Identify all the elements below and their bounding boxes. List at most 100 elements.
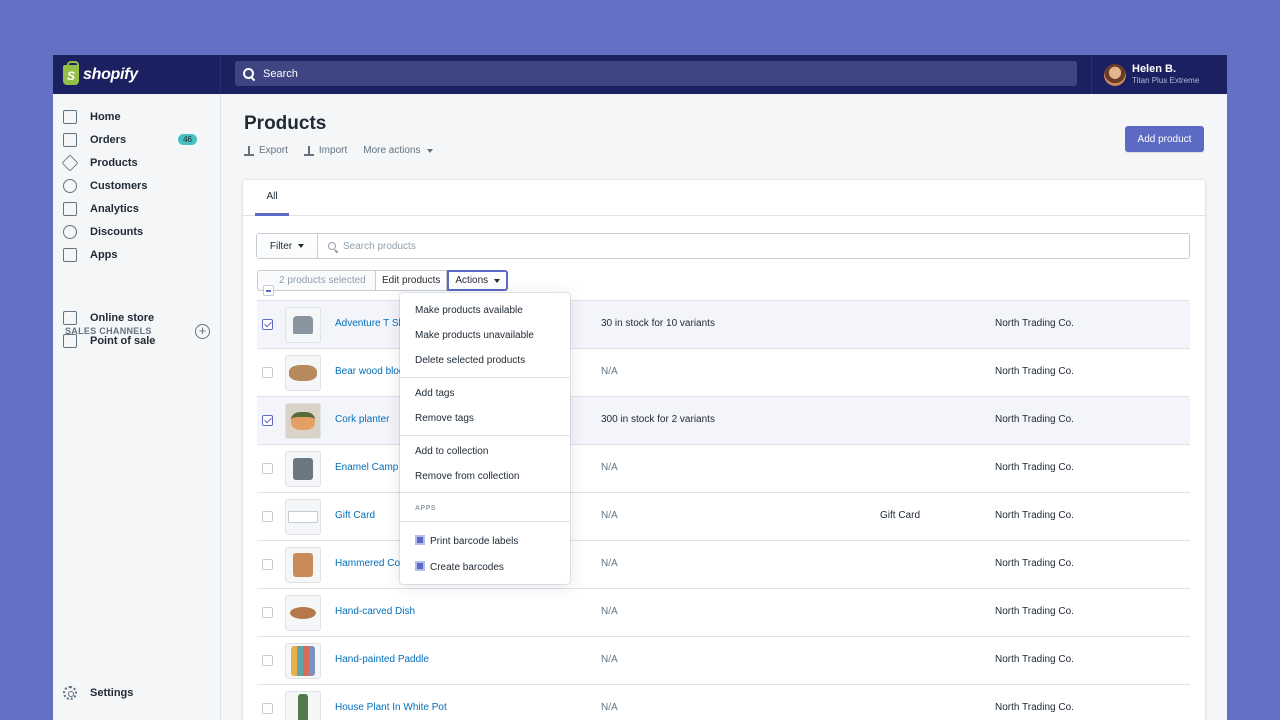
product-name-link[interactable]: Hand-painted Paddle: [335, 654, 429, 665]
menu-item-print-barcode[interactable]: Print barcode labels: [415, 535, 518, 547]
table-row[interactable]: Hammered Copper Mug N/A North Trading Co…: [257, 540, 1190, 588]
row-checkbox[interactable]: [262, 367, 273, 378]
product-inventory: N/A: [601, 366, 618, 377]
shopify-logo[interactable]: S shopify: [53, 55, 221, 94]
menu-divider: [400, 521, 570, 522]
product-name-link[interactable]: Enamel Camp Mug: [335, 462, 421, 473]
chevron-down-icon: [298, 244, 305, 248]
table-row[interactable]: Enamel Camp Mug N/A North Trading Co.: [257, 444, 1190, 492]
product-name-link[interactable]: Adventure T Shirt: [335, 318, 413, 329]
menu-item-delete-selected[interactable]: Delete selected products: [415, 355, 526, 366]
export-icon: [244, 145, 254, 156]
store-icon: [63, 311, 77, 325]
tab-bar: All: [243, 180, 1205, 216]
selected-count: 2 products selected: [257, 270, 375, 296]
product-vendor: North Trading Co.: [995, 702, 1074, 713]
sidebar-item-discounts[interactable]: Discounts: [63, 221, 211, 243]
apps-icon: [63, 248, 77, 262]
tag-icon: [61, 154, 79, 172]
person-icon: [63, 179, 77, 193]
filter-button[interactable]: Filter: [257, 234, 318, 258]
bar-chart-icon: [63, 202, 77, 216]
product-name-link[interactable]: Cork planter: [335, 414, 390, 425]
menu-item-add-tags[interactable]: Add tags: [415, 388, 455, 399]
app-window: S shopify Search Helen B. Titan Plus Ext…: [53, 55, 1227, 720]
row-checkbox[interactable]: [262, 319, 273, 330]
product-inventory: 300 in stock for 2 variants: [601, 414, 715, 425]
row-checkbox[interactable]: [262, 511, 273, 522]
orders-icon: [63, 133, 77, 147]
row-checkbox[interactable]: [262, 655, 273, 666]
search-products-input[interactable]: Search products: [318, 234, 1189, 258]
row-checkbox[interactable]: [262, 463, 273, 474]
import-icon: [303, 145, 314, 156]
table-row[interactable]: Gift Card N/A Gift Card North Trading Co…: [257, 492, 1190, 540]
row-checkbox[interactable]: [262, 703, 273, 714]
search-icon: [243, 67, 255, 80]
import-button[interactable]: Import: [303, 145, 347, 156]
product-inventory: 30 in stock for 10 variants: [601, 318, 715, 329]
add-sales-channel-plus-icon[interactable]: +: [195, 324, 210, 339]
product-inventory: N/A: [601, 510, 618, 521]
product-vendor: North Trading Co.: [995, 606, 1074, 617]
add-product-button[interactable]: Add product: [1125, 126, 1204, 152]
tab-all[interactable]: All: [255, 180, 289, 216]
barcode-app-icon: [415, 535, 425, 545]
menu-divider: [400, 377, 570, 378]
select-all-checkbox[interactable]: [263, 285, 274, 296]
gear-icon: [63, 686, 77, 700]
product-thumbnail: [285, 403, 321, 439]
menu-item-make-available[interactable]: Make products available: [415, 305, 523, 316]
more-actions-button[interactable]: More actions: [363, 145, 433, 156]
table-row[interactable]: Cork planter 300 in stock for 2 variants…: [257, 396, 1190, 444]
sidebar: Home Orders 46 Products Customers Analyt…: [53, 94, 221, 720]
table-row[interactable]: Adventure T Shirt 30 in stock for 10 var…: [257, 300, 1190, 348]
table-row[interactable]: Hand-carved Dish N/A North Trading Co.: [257, 588, 1190, 636]
products-card: All Filter Search products 2 products se…: [243, 180, 1205, 720]
menu-item-remove-tags[interactable]: Remove tags: [415, 413, 474, 424]
row-checkbox[interactable]: [262, 559, 273, 570]
table-row[interactable]: House Plant In White Pot N/A North Tradi…: [257, 684, 1190, 720]
row-checkbox[interactable]: [262, 415, 273, 426]
sidebar-item-online-store[interactable]: Online store: [63, 307, 211, 329]
menu-item-remove-from-collection[interactable]: Remove from collection: [415, 471, 520, 482]
sidebar-item-orders[interactable]: Orders 46: [63, 129, 211, 151]
sidebar-item-customers[interactable]: Customers: [63, 175, 211, 197]
export-button[interactable]: Export: [244, 145, 288, 156]
menu-divider: [400, 435, 570, 436]
edit-products-button[interactable]: Edit products: [375, 270, 448, 291]
product-thumbnail: [285, 595, 321, 631]
chevron-down-icon: [426, 148, 433, 153]
sidebar-item-analytics[interactable]: Analytics: [63, 198, 211, 220]
bulk-actions-bar: 2 products selected Edit products Action…: [257, 270, 509, 296]
product-vendor: North Trading Co.: [995, 510, 1074, 521]
menu-item-make-unavailable[interactable]: Make products unavailable: [415, 330, 534, 341]
product-vendor: North Trading Co.: [995, 318, 1074, 329]
product-inventory: N/A: [601, 654, 618, 665]
product-name-link[interactable]: Hammered Copper Mug: [335, 558, 443, 569]
avatar: [1104, 63, 1126, 86]
menu-item-create-barcodes[interactable]: Create barcodes: [415, 561, 504, 573]
product-type: Gift Card: [880, 510, 921, 521]
product-thumbnail: [285, 691, 321, 720]
product-name-link[interactable]: Hand-carved Dish: [335, 606, 416, 617]
search-icon: [328, 242, 336, 250]
sidebar-item-products[interactable]: Products: [61, 152, 211, 174]
product-name-link[interactable]: Bear wood block: [335, 366, 409, 377]
sales-channels-heading: SALES CHANNELS: [65, 326, 152, 336]
actions-dropdown-button[interactable]: Actions: [447, 270, 509, 291]
page-title: Products: [244, 113, 327, 134]
user-menu[interactable]: Helen B. Titan Plus Extreme: [1091, 55, 1227, 94]
product-thumbnail: [285, 451, 321, 487]
table-row[interactable]: Hand-painted Paddle N/A North Trading Co…: [257, 636, 1190, 684]
sidebar-item-home[interactable]: Home: [63, 106, 211, 128]
row-checkbox[interactable]: [262, 607, 273, 618]
product-name-link[interactable]: House Plant In White Pot: [335, 702, 447, 713]
global-search-input[interactable]: Search: [235, 61, 1077, 86]
sidebar-item-point-of-sale[interactable]: Point of sale: [63, 330, 211, 352]
table-row[interactable]: Bear wood block N/A North Trading Co.: [257, 348, 1190, 396]
sidebar-item-settings[interactable]: Settings: [63, 686, 133, 700]
product-name-link[interactable]: Gift Card: [335, 510, 376, 521]
sidebar-item-apps[interactable]: Apps: [63, 244, 211, 266]
menu-item-add-to-collection[interactable]: Add to collection: [415, 446, 489, 457]
